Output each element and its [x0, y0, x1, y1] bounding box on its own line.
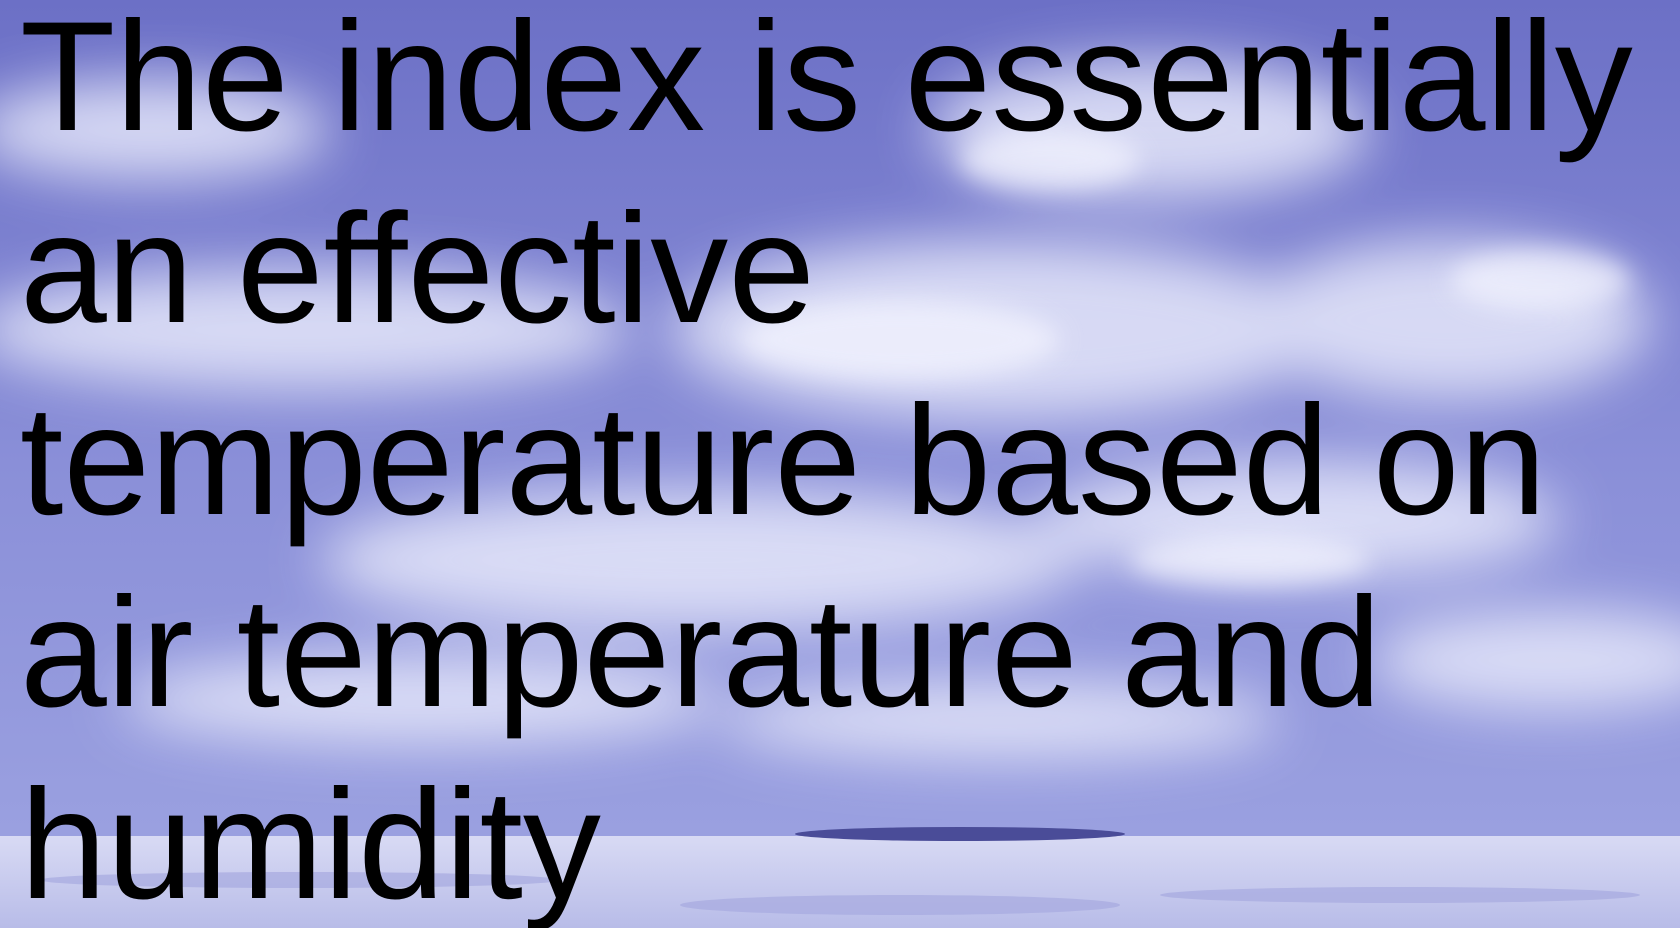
text-line: temperature based on — [20, 374, 1546, 548]
text-line: The index is essentially — [20, 0, 1633, 164]
text-line: humidity — [20, 758, 601, 928]
text-line: air temperature and — [20, 566, 1381, 740]
page: The index is essentially an effective temp… — [0, 0, 1680, 928]
slide: The index is essentially an effective temp… — [0, 0, 1680, 928]
text-line: an effective — [20, 182, 815, 356]
